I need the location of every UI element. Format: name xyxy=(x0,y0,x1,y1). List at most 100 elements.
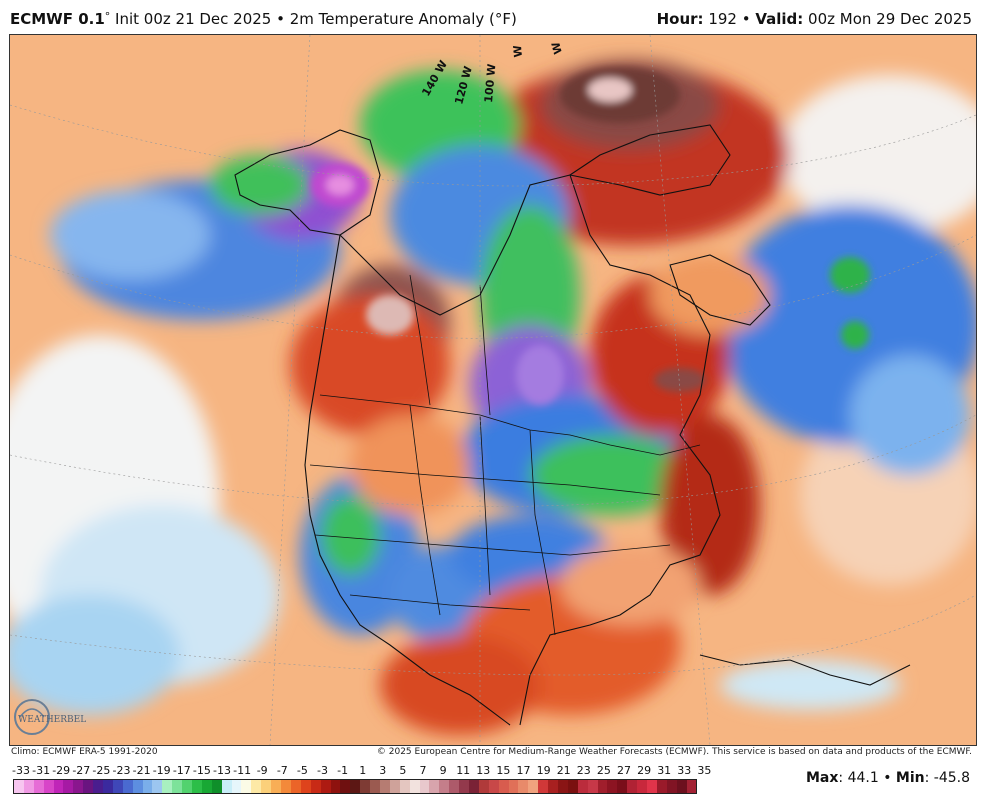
colorbar-swatch xyxy=(557,780,568,793)
colorbar-swatch xyxy=(211,780,222,793)
colorbar-swatch xyxy=(399,780,410,793)
logo-icon: WEATHERBELL xyxy=(14,699,92,735)
colorbar-swatch xyxy=(459,780,469,793)
model-name: ECMWF 0.1 xyxy=(10,10,105,28)
colorbar-swatch xyxy=(33,780,44,793)
colorbar-swatch xyxy=(271,780,282,793)
logo-text: WEATHERBELL xyxy=(18,715,86,725)
colorbar-swatch xyxy=(439,780,450,793)
colorbar-swatch xyxy=(478,780,489,793)
colorbar-swatch xyxy=(340,780,351,793)
colorbar-swatch xyxy=(617,780,628,793)
colorbar-label: -17 xyxy=(172,764,191,777)
colorbar-label: -11 xyxy=(233,764,252,777)
header-title: ECMWF 0.1° Init 00z 21 Dec 2025 • 2m Tem… xyxy=(10,10,517,28)
colorbar-swatch xyxy=(656,780,667,793)
colorbar-label: -5 xyxy=(296,764,308,777)
colorbar-label: 11 xyxy=(456,764,471,777)
colorbar-label: -1 xyxy=(337,764,349,777)
colorbar-label: 15 xyxy=(496,764,511,777)
colorbar-swatch xyxy=(122,780,133,793)
colorbar-swatch xyxy=(488,780,499,793)
colorbar-labels: -33 -31 -29 -27 -25 -23 -21 -19 -17 -15 -13 -11 -9 -7… xyxy=(12,764,711,778)
colorbar-label: -23 xyxy=(112,764,131,777)
colorbar-swatch xyxy=(538,780,549,793)
colorbar-swatch xyxy=(567,780,578,793)
colorbar-label: -33 xyxy=(12,764,30,777)
colorbar-swatch xyxy=(528,780,539,793)
colorbar-swatch xyxy=(508,780,519,793)
colorbar-swatch xyxy=(201,780,212,793)
colorbar-label: 7 xyxy=(419,764,427,777)
colorbar-label: 9 xyxy=(439,764,447,777)
colorbar-label: 3 xyxy=(379,764,387,777)
colorbar-swatch xyxy=(73,780,84,793)
colorbar-swatch xyxy=(548,780,558,793)
political-borders xyxy=(309,274,701,636)
graticule xyxy=(10,35,976,745)
colorbar-swatch xyxy=(172,780,183,793)
colorbar-swatch xyxy=(23,780,34,793)
colorbar-swatch xyxy=(577,780,588,793)
colorbar-swatch xyxy=(379,780,390,793)
weatherbell-logo: WEATHERBELL xyxy=(14,695,92,739)
colorbar-swatch xyxy=(241,780,252,793)
colorbar-label: 29 xyxy=(637,764,652,777)
max-value: : 44.1 • xyxy=(838,770,896,786)
colorbar-swatch xyxy=(290,780,301,793)
min-label: Min xyxy=(895,770,925,786)
colorbar-swatch xyxy=(676,780,687,793)
colorbar-swatch xyxy=(686,780,697,793)
colorbar-swatch xyxy=(221,780,232,793)
colorbar-label: 17 xyxy=(516,764,531,777)
max-min-stats: Max: 44.1 • Min: -45.8 xyxy=(806,770,970,786)
colorbar-swatch xyxy=(637,780,647,793)
colorbar xyxy=(13,779,698,794)
min-value: : -45.8 xyxy=(924,770,970,786)
header-valid-time: Hour: 192 • Valid: 00z Mon 29 Dec 2025 xyxy=(657,10,972,28)
hour-value: 192 • xyxy=(703,10,756,28)
colorbar-label: 25 xyxy=(596,764,611,777)
extreme-anomaly-cores xyxy=(310,67,870,405)
copyright-note: © 2025 European Centre for Medium-Range … xyxy=(376,747,972,757)
colorbar-swatch xyxy=(93,780,104,793)
lon-label-60w: W xyxy=(549,40,565,55)
colorbar-swatch xyxy=(449,780,460,793)
hour-label: Hour: xyxy=(656,10,704,28)
lon-label-80w: W xyxy=(511,45,525,58)
init-description: Init 00z 21 Dec 2025 • 2m Temperature An… xyxy=(110,10,517,28)
colorbar-swatch xyxy=(666,780,677,793)
anomaly-field xyxy=(10,60,976,735)
colorbar-label: -29 xyxy=(52,764,71,777)
colorbar-label: 19 xyxy=(536,764,551,777)
colorbar-swatch xyxy=(370,780,380,793)
max-label: Max xyxy=(805,770,839,786)
colorbar-swatch xyxy=(281,780,291,793)
colorbar-swatch xyxy=(182,780,193,793)
colorbar-swatch xyxy=(231,780,242,793)
colorbar-label: 21 xyxy=(556,764,571,777)
colorbar-label: -27 xyxy=(72,764,91,777)
colorbar-swatch xyxy=(360,780,371,793)
colorbar-swatch xyxy=(251,780,262,793)
colorbar-swatch xyxy=(112,780,123,793)
colorbar-swatch xyxy=(132,780,143,793)
colorbar-swatch xyxy=(261,780,272,793)
colorbar-swatch xyxy=(389,780,400,793)
colorbar-swatch xyxy=(310,780,321,793)
colorbar-swatch xyxy=(350,780,361,793)
colorbar-swatch xyxy=(320,780,331,793)
colorbar-label: -7 xyxy=(276,764,288,777)
colorbar-label: 1 xyxy=(359,764,367,777)
colorbar-swatch xyxy=(518,780,529,793)
colorbar-swatch xyxy=(419,780,430,793)
colorbar-swatch xyxy=(597,780,608,793)
colorbar-swatch xyxy=(627,780,638,793)
colorbar-label: 13 xyxy=(476,764,491,777)
colorbar-swatch xyxy=(53,780,64,793)
colorbar-swatch xyxy=(152,780,163,793)
colorbar-label: -25 xyxy=(92,764,111,777)
colorbar-label: -3 xyxy=(317,764,328,777)
colorbar-swatch xyxy=(43,780,54,793)
colorbar-swatch xyxy=(142,780,153,793)
